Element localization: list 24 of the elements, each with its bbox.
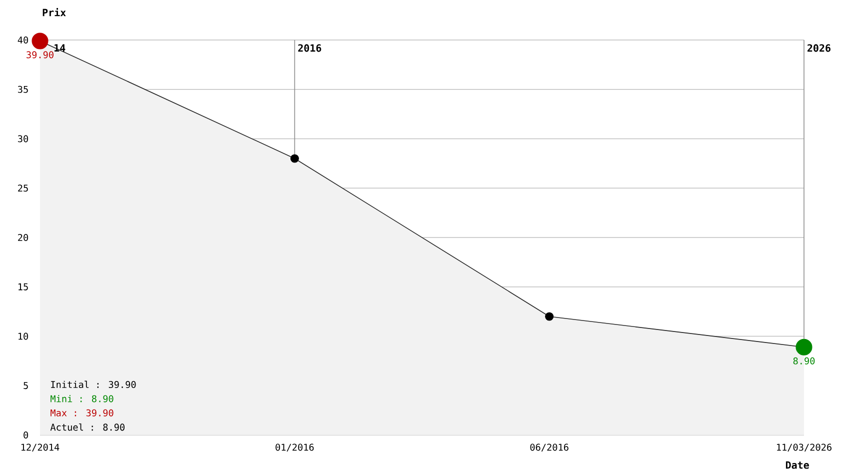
y-tick-label: 20 (18, 234, 28, 242)
annotation: Mini : 8.90 (50, 395, 114, 402)
y-tick-label: 0 (24, 431, 28, 439)
y-tick-label: 15 (18, 283, 28, 290)
data-label: 39.90 (26, 51, 54, 58)
data-label: 8.90 (793, 357, 815, 364)
x-tick-label: 06/2016 (530, 444, 568, 452)
x-tick-label: 12/2014 (21, 444, 60, 452)
y-tick-label: 5 (24, 382, 28, 390)
annotation: Initial : 39.90 (51, 380, 136, 388)
ref-line-label: 2016 (298, 44, 322, 52)
ref-line-label: 2026 (807, 44, 830, 52)
x-tick-label: 11/03/2026 (777, 444, 832, 452)
y-tick-label: 40 (18, 36, 28, 44)
annotation: 14 (54, 44, 66, 52)
y-axis-title: Prix (42, 8, 66, 16)
y-tick-label: 25 (18, 184, 28, 192)
annotation: Max : 39.90 (50, 409, 114, 416)
y-tick-label: 30 (18, 135, 28, 142)
annotation: Actuel : 8.90 (50, 423, 125, 431)
x-tick-label: 01/2016 (276, 444, 314, 452)
y-tick-label: 35 (18, 86, 28, 93)
y-tick-label: 10 (18, 332, 28, 340)
x-axis-title: Date (786, 461, 809, 469)
